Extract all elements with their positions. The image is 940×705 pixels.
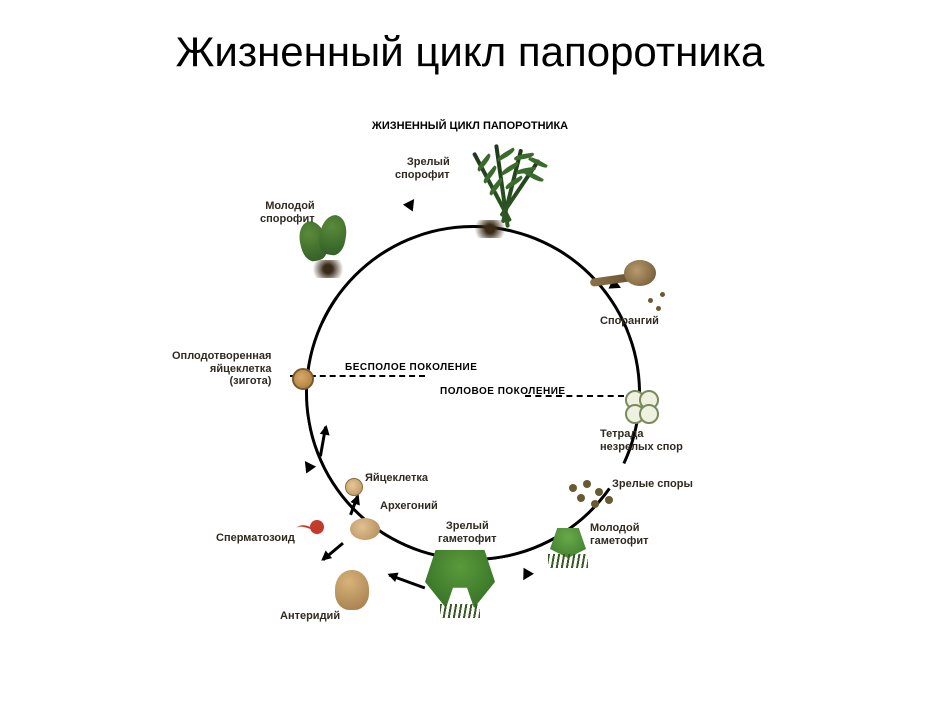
- diagram-subtitle: ЖИЗНЕННЫЙ ЦИКЛ ПАПОРОТНИКА: [170, 120, 770, 132]
- slide: Жизненный цикл папоротника ЖИЗНЕННЫЙ ЦИК…: [0, 0, 940, 705]
- stage-label: Зрелый спорофит: [395, 156, 450, 181]
- stage-label: Сперматозоид: [216, 532, 295, 545]
- mature-sporophyte-icon: [430, 138, 560, 238]
- stage-label: Зрелый гаметофит: [438, 520, 497, 545]
- spore-dot: [656, 306, 661, 311]
- arrowhead-icon: [518, 568, 534, 584]
- spore-tetrad-icon: [625, 390, 661, 426]
- small-arrow-icon: [322, 542, 344, 561]
- arrowhead-icon: [403, 196, 419, 212]
- antheridium-icon: [335, 570, 369, 610]
- stage-label: Молодой гаметофит: [590, 522, 649, 547]
- stage-label: Оплодотворенная яйцеклетка (зигота): [172, 350, 271, 388]
- archegonium-icon: [350, 518, 380, 540]
- lifecycle-diagram: ЖИЗНЕННЫЙ ЦИКЛ ПАПОРОТНИКА БЕСПОЛОЕ ПОКО…: [170, 120, 770, 670]
- rhizoids-icon: [548, 554, 588, 568]
- spore-dot: [648, 298, 653, 303]
- page-title: Жизненный цикл папоротника: [0, 28, 940, 76]
- stage-label: Спорангий: [600, 315, 659, 328]
- small-arrow-icon: [389, 574, 426, 590]
- stage-label: Зрелые споры: [612, 478, 693, 491]
- sexual-generation-label: ПОЛОВОЕ ПОКОЛЕНИЕ: [440, 386, 566, 397]
- asexual-generation-label: БЕСПОЛОЕ ПОКОЛЕНИЕ: [345, 362, 477, 373]
- stage-label: Архегоний: [380, 500, 438, 513]
- arrowhead-icon: [300, 458, 316, 474]
- stage-label: Молодой спорофит: [260, 200, 315, 225]
- spore-dot: [660, 292, 665, 297]
- stage-label: Антеридий: [280, 610, 340, 623]
- stage-label: Яйцеклетка: [365, 472, 428, 485]
- stage-label: Тетрада незрелых спор: [600, 428, 683, 453]
- spermatozoid-icon: [310, 520, 334, 540]
- sporangium-icon: [590, 260, 660, 296]
- zygote-icon: [292, 368, 314, 390]
- rhizoids-icon: [440, 604, 480, 618]
- mature-gametophyte-icon: [425, 550, 495, 608]
